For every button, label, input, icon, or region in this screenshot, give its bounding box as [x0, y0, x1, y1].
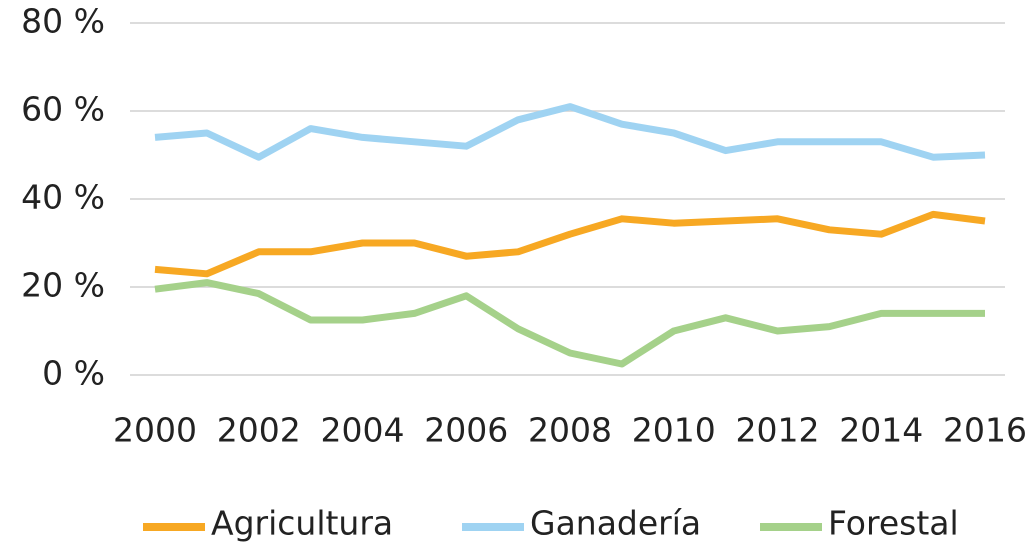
x-tick-label: 2004 — [321, 411, 405, 450]
x-tick-label: 2012 — [736, 411, 820, 450]
x-tick-label: 2010 — [632, 411, 716, 450]
y-tick-label: 80 % — [21, 2, 105, 41]
y-tick-label: 20 % — [21, 266, 105, 305]
x-tick-label: 2016 — [943, 411, 1027, 450]
series-line — [154, 103, 986, 161]
x-tick-label: 2000 — [113, 411, 197, 450]
legend-label: Ganadería — [530, 504, 701, 543]
y-tick-label: 40 % — [21, 178, 105, 217]
x-tick-label: 2014 — [839, 411, 923, 450]
y-tick-label: 0 % — [42, 354, 105, 393]
legend-label: Forestal — [828, 504, 959, 543]
x-tick-label: 2002 — [217, 411, 301, 450]
series-line — [154, 210, 986, 278]
legend-label: Agricultura — [211, 504, 393, 543]
y-tick-label: 60 % — [21, 90, 105, 129]
series-line — [154, 279, 985, 368]
x-tick-label: 2006 — [424, 411, 508, 450]
x-tick-label: 2008 — [528, 411, 612, 450]
